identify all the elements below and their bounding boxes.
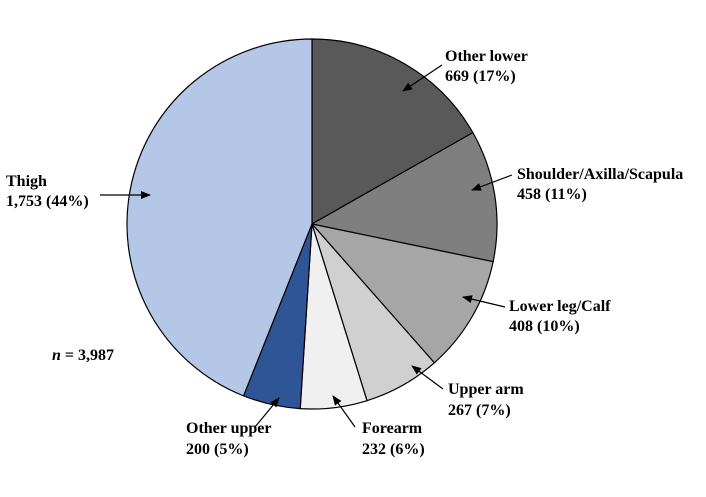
pie-slice-thigh xyxy=(126,38,313,397)
pie-slice-lower-leg-calf xyxy=(310,223,494,364)
slice-value-label: 669 (17%) xyxy=(445,68,516,85)
slice-name-label: Thigh xyxy=(6,173,47,190)
slice-name-label: Other upper xyxy=(186,420,271,437)
slice-value-label: 200 (5%) xyxy=(186,441,249,458)
slice-name-label: Lower leg/Calf xyxy=(509,298,611,315)
slice-value-label: 408 (10%) xyxy=(509,318,580,335)
label-arrow xyxy=(402,64,443,92)
slice-value-label: 458 (11%) xyxy=(517,186,587,203)
slice-name-label: Other lower xyxy=(445,48,528,65)
slice-value-label: 232 (6%) xyxy=(362,441,425,458)
slice-name-label: Shoulder/Axilla/Scapula xyxy=(517,166,683,183)
label-arrow xyxy=(471,174,513,191)
slice-name-label: Upper arm xyxy=(448,381,524,398)
label-arrow xyxy=(332,395,356,428)
label-arrow xyxy=(411,365,444,390)
slice-labels: Other lower 669 (17%) Shoulder/Axilla/Scap… xyxy=(6,48,683,458)
sample-size-label: n = 3,987 xyxy=(52,347,114,364)
slice-value-label: 267 (7%) xyxy=(448,402,511,419)
label-arrows xyxy=(100,64,513,428)
pie-slices xyxy=(126,38,498,410)
label-arrow xyxy=(254,397,280,428)
pie-slice-other-lower xyxy=(311,38,474,226)
label-arrow xyxy=(462,295,506,308)
slice-value-label: 1,753 (44%) xyxy=(6,193,89,210)
slice-name-label: Forearm xyxy=(362,420,423,437)
pie-slice-shoulder-axilla-scapula xyxy=(310,131,498,263)
